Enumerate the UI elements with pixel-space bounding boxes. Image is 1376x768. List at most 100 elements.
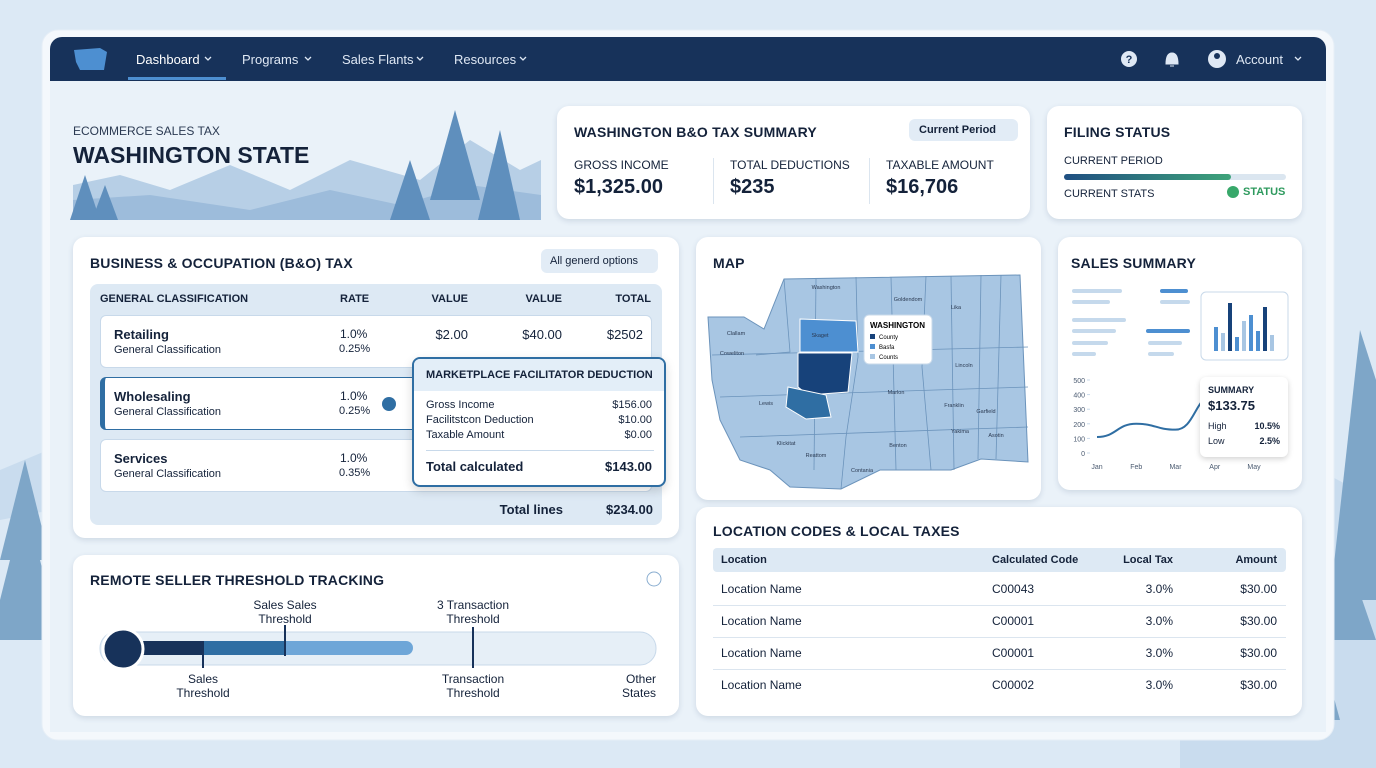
help-glyph: ?	[1126, 54, 1133, 66]
deduction-popup: MARKETPLACE FACILITATOR DEDUCTION Gross …	[412, 357, 666, 487]
divider	[869, 158, 870, 204]
status-text: STATUS	[1243, 186, 1286, 198]
column-header: TOTAL	[615, 293, 651, 305]
metric-label: TOTAL DEDUCTIONS	[730, 158, 850, 172]
bell-icon[interactable]	[1165, 52, 1179, 67]
value: $2.00	[435, 327, 468, 342]
card-title: MAP	[713, 255, 745, 271]
column-header: Calculated Code	[992, 554, 1079, 566]
row-name: Services	[114, 451, 168, 466]
rate-detail: 0.25%	[339, 343, 371, 355]
progress-track	[1064, 174, 1286, 180]
threshold-label: Sales Threshold	[176, 672, 230, 700]
county-label: Clallam	[727, 331, 746, 337]
row-divider	[713, 669, 1286, 670]
filter-dropdown[interactable]: All generd options	[541, 249, 659, 273]
popup-total-label: Total calculated	[426, 459, 524, 474]
tooltip-value: $133.75	[1208, 398, 1255, 413]
x-tick-label: Jan	[1091, 464, 1102, 471]
y-tick-label: 200	[1073, 422, 1085, 429]
tooltip-label: Low	[1208, 436, 1225, 446]
metric-label: TAXABLE AMOUNT	[886, 158, 994, 172]
nav-bar	[50, 37, 1326, 81]
period-dropdown[interactable]: Current Period	[909, 119, 1019, 141]
locations-card: LOCATION CODES & LOCAL TAXES Location Cal…	[696, 507, 1302, 716]
check-icon	[382, 397, 396, 411]
account-glyph	[1214, 53, 1220, 59]
cell: Location Name	[721, 582, 802, 596]
divider	[713, 158, 714, 204]
help-icon[interactable]	[1121, 51, 1137, 67]
tooltip-label: High	[1208, 421, 1227, 431]
legend-item: Counts	[879, 355, 898, 361]
nav-item[interactable]: Resources	[454, 52, 517, 67]
info-icon[interactable]	[646, 571, 662, 587]
popup-divider	[426, 450, 654, 451]
bo-tax-card: BUSINESS & OCCUPATION (B&O) TAX All gene…	[73, 237, 679, 538]
account-menu[interactable]: Account	[1236, 52, 1283, 67]
card-title: SALES SUMMARY	[1071, 255, 1196, 271]
county-label: Goldendom	[894, 297, 923, 303]
metric-value: $235	[730, 176, 775, 198]
cell: Location Name	[721, 646, 802, 660]
hero-eyebrow: ECOMMERCE SALES TAX	[73, 124, 220, 138]
y-tick-label: 400	[1073, 393, 1085, 400]
threshold-label: Transaction Threshold	[441, 672, 505, 700]
tax-summary-card: WASHINGTON B&O TAX SUMMARY Current Perio…	[557, 106, 1030, 219]
knob	[101, 627, 145, 671]
label: CURRENT STATS	[1064, 188, 1155, 200]
cell: 3.0%	[1145, 678, 1173, 692]
legend-swatch	[870, 354, 875, 359]
active-tab-indicator	[128, 77, 226, 80]
popup-title: MARKETPLACE FACILITATOR DEDUCTION	[414, 359, 664, 391]
metric-value: $1,325.00	[574, 176, 663, 198]
column-header: VALUE	[525, 293, 562, 305]
row-name: Retailing	[114, 327, 169, 342]
popup-label: Gross Income	[426, 399, 495, 411]
metric-label: GROSS INCOME	[574, 158, 669, 172]
column-header: VALUE	[431, 293, 468, 305]
row-divider	[713, 637, 1286, 638]
threshold-label: 3 Transaction Threshold	[436, 598, 510, 626]
nav-item[interactable]: Sales Flants	[342, 52, 414, 67]
tooltip-value: 10.5%	[1254, 421, 1280, 431]
y-tick-label: 500	[1073, 378, 1085, 385]
hero-scenery	[70, 110, 541, 220]
column-header: Location	[721, 554, 767, 566]
legend-item: Basfa	[879, 345, 895, 351]
table-header-bg	[713, 548, 1286, 572]
county-label: Lika	[951, 305, 962, 311]
metric-value: $16,706	[886, 176, 959, 198]
progress-fill	[1064, 174, 1231, 180]
nav-item[interactable]: Dashboard	[136, 52, 200, 67]
card-title: FILING STATUS	[1064, 124, 1171, 140]
sales-chart: 0 100 200 300 400 500 Jan Feb Mar Apr May	[1072, 289, 1289, 471]
card-title: REMOTE SELLER THRESHOLD TRACKING	[90, 572, 385, 588]
label: CURRENT PERIOD	[1064, 155, 1163, 167]
county-label: Yakima	[951, 429, 970, 435]
row-divider	[713, 605, 1286, 606]
legend-swatch	[870, 334, 875, 339]
y-tick-label: 0	[1081, 451, 1085, 458]
county-borders	[711, 274, 1029, 490]
threshold-card: REMOTE SELLER THRESHOLD TRACKING Sales S…	[73, 555, 679, 716]
tooltip-value: 2.5%	[1259, 436, 1280, 446]
tooltip-title: SUMMARY	[1208, 385, 1255, 395]
total-label: Total lines	[499, 502, 563, 517]
rate-detail: 0.35%	[339, 467, 371, 479]
county-label: Benton	[889, 443, 906, 449]
map-card: MAP WASHINGTON County Basfa Counts Washingt…	[696, 237, 1041, 500]
cell: Location Name	[721, 614, 802, 628]
county-label: Lewis	[759, 401, 773, 407]
x-tick-label: Feb	[1130, 464, 1142, 471]
chevrons	[204, 56, 1302, 61]
nav-item[interactable]: Programs	[242, 52, 299, 67]
chart-tooltip: SUMMARY $133.75 High 10.5% Low 2.5%	[1200, 377, 1288, 457]
total: $2502	[606, 327, 643, 342]
card-title: BUSINESS & OCCUPATION (B&O) TAX	[90, 255, 353, 271]
popup-label: Facilitstcon Deduction	[426, 414, 534, 426]
county-label: Washington	[812, 285, 841, 291]
card-title: LOCATION CODES & LOCAL TAXES	[713, 523, 960, 539]
cell: C00001	[992, 646, 1035, 660]
check-icon	[1227, 186, 1239, 198]
